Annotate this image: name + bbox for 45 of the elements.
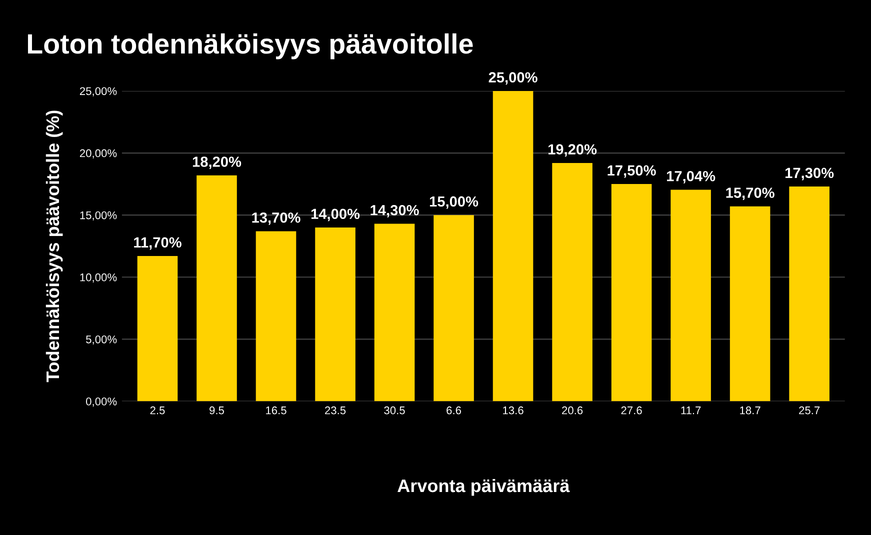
x-tick-label: 2.5 bbox=[150, 406, 165, 414]
data-label: 17,04% bbox=[666, 170, 716, 184]
y-tick-label: 0,00% bbox=[86, 398, 117, 407]
data-label: 15,70% bbox=[726, 188, 774, 200]
x-tick-label: 25.7 bbox=[799, 406, 820, 414]
chart-title: Loton todennäköisyys päävoitolle bbox=[28, 33, 473, 60]
y-tick-label: 25,00% bbox=[80, 87, 117, 96]
bar bbox=[611, 184, 652, 402]
x-tick-label: 23.5 bbox=[325, 406, 346, 414]
y-tick-label: 5,00% bbox=[86, 335, 117, 345]
bar bbox=[137, 256, 178, 402]
bar bbox=[552, 162, 592, 402]
data-label: 25,00% bbox=[488, 72, 538, 85]
y-tick-label: 20,00% bbox=[80, 149, 117, 158]
data-label: 17,30% bbox=[786, 168, 834, 180]
bar bbox=[196, 175, 237, 402]
data-label: 14,30% bbox=[370, 204, 419, 218]
data-label: 13,70% bbox=[252, 212, 300, 225]
y-tick-label: 10,00% bbox=[80, 273, 117, 283]
bar bbox=[492, 90, 534, 402]
data-label: 14,00% bbox=[311, 208, 360, 222]
bar bbox=[434, 215, 474, 402]
bar bbox=[256, 231, 296, 402]
x-tick-label: 9.5 bbox=[210, 406, 224, 414]
data-label: 15,00% bbox=[430, 196, 478, 209]
y-axis-title: Todennäköisyys päävoitolle (%) bbox=[46, 110, 63, 382]
x-axis-title: Arvonta päivämäärä bbox=[398, 478, 570, 496]
bar bbox=[789, 186, 830, 402]
x-tick-label: 18.7 bbox=[740, 406, 760, 414]
bar bbox=[730, 206, 770, 402]
data-label: 17,50% bbox=[608, 165, 656, 178]
y-tick-label: 15,00% bbox=[80, 211, 117, 221]
x-tick-label: 20.6 bbox=[562, 406, 583, 414]
data-label: 11,70% bbox=[134, 237, 182, 250]
data-label: 18,20% bbox=[192, 156, 242, 170]
x-tick-label: 11.7 bbox=[681, 406, 701, 414]
x-tick-label: 30.5 bbox=[384, 406, 405, 414]
bar bbox=[374, 224, 415, 402]
x-tick-label: 16.5 bbox=[266, 406, 286, 414]
bar bbox=[670, 190, 711, 402]
data-label: 19,20% bbox=[548, 144, 597, 157]
x-tick-label: 27.6 bbox=[621, 406, 642, 414]
bar bbox=[315, 227, 356, 402]
x-tick-label: 13.6 bbox=[503, 406, 524, 414]
x-tick-label: 6.6 bbox=[446, 406, 462, 414]
